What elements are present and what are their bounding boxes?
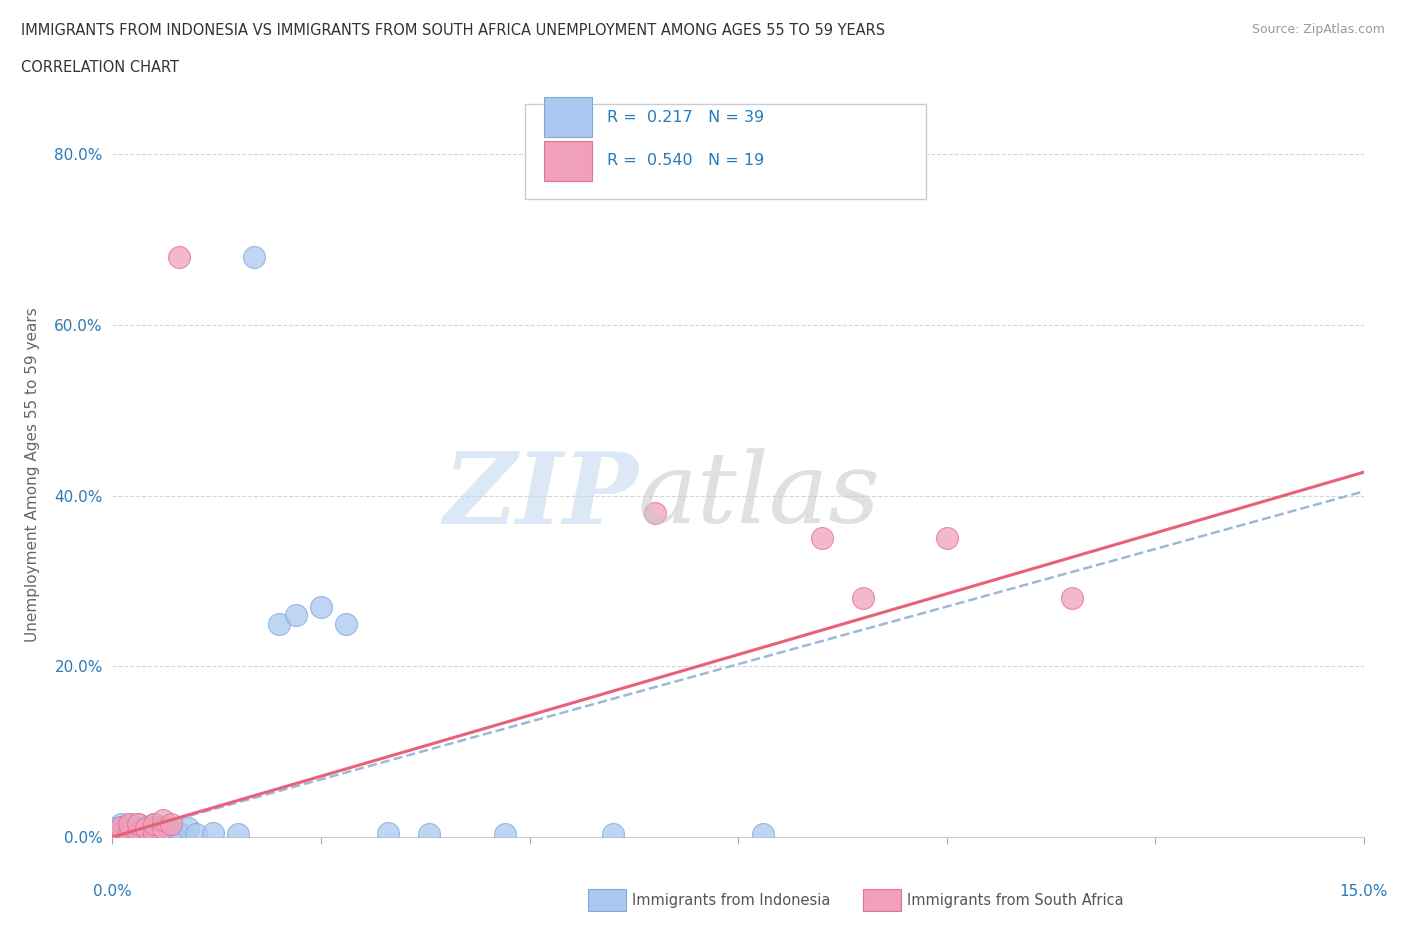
Text: R =  0.217   N = 39: R = 0.217 N = 39 bbox=[607, 110, 763, 125]
Point bbox=[309, 599, 332, 614]
Y-axis label: Unemployment Among Ages 55 to 59 years: Unemployment Among Ages 55 to 59 years bbox=[25, 307, 41, 642]
Point bbox=[167, 249, 190, 264]
FancyBboxPatch shape bbox=[526, 104, 927, 199]
Point bbox=[152, 819, 174, 834]
Point bbox=[101, 821, 124, 836]
Point bbox=[110, 825, 132, 840]
FancyBboxPatch shape bbox=[863, 889, 901, 911]
Text: CORRELATION CHART: CORRELATION CHART bbox=[21, 60, 179, 75]
Text: Immigrants from Indonesia: Immigrants from Indonesia bbox=[631, 893, 830, 908]
Text: 15.0%: 15.0% bbox=[1340, 884, 1388, 899]
Point bbox=[110, 823, 132, 838]
Point bbox=[167, 825, 190, 840]
Point bbox=[127, 827, 149, 842]
Point bbox=[152, 825, 174, 840]
Point bbox=[285, 607, 308, 622]
Point bbox=[152, 821, 174, 836]
Point bbox=[644, 505, 666, 520]
Point bbox=[160, 823, 183, 838]
Point bbox=[810, 531, 832, 546]
Point bbox=[118, 817, 141, 831]
Point bbox=[110, 817, 132, 831]
Point bbox=[176, 821, 198, 836]
Point bbox=[852, 591, 875, 605]
Point bbox=[110, 825, 132, 840]
Point bbox=[377, 825, 399, 840]
Point bbox=[110, 819, 132, 834]
Point bbox=[127, 817, 149, 831]
Text: Source: ZipAtlas.com: Source: ZipAtlas.com bbox=[1251, 23, 1385, 36]
Point bbox=[243, 249, 266, 264]
FancyBboxPatch shape bbox=[588, 889, 626, 911]
Point bbox=[335, 617, 357, 631]
Text: ZIP: ZIP bbox=[443, 448, 638, 544]
Point bbox=[135, 823, 157, 838]
FancyBboxPatch shape bbox=[544, 97, 592, 137]
Text: IMMIGRANTS FROM INDONESIA VS IMMIGRANTS FROM SOUTH AFRICA UNEMPLOYMENT AMONG AGE: IMMIGRANTS FROM INDONESIA VS IMMIGRANTS … bbox=[21, 23, 886, 38]
Point bbox=[127, 825, 149, 840]
Point bbox=[118, 825, 141, 840]
Text: atlas: atlas bbox=[638, 448, 880, 544]
Point bbox=[101, 825, 124, 840]
Point bbox=[135, 827, 157, 842]
Point bbox=[143, 817, 166, 831]
Point bbox=[127, 821, 149, 836]
Point bbox=[118, 821, 141, 836]
Point bbox=[226, 827, 249, 842]
Text: 0.0%: 0.0% bbox=[93, 884, 132, 899]
Point bbox=[752, 827, 775, 842]
Point bbox=[110, 819, 132, 834]
FancyBboxPatch shape bbox=[544, 140, 592, 180]
Point bbox=[494, 827, 516, 842]
Point bbox=[602, 827, 624, 842]
Point bbox=[418, 827, 440, 842]
Point bbox=[143, 817, 166, 831]
Point bbox=[127, 825, 149, 840]
Point bbox=[160, 817, 183, 831]
Point bbox=[101, 825, 124, 840]
Text: Immigrants from South Africa: Immigrants from South Africa bbox=[907, 893, 1123, 908]
Point bbox=[269, 617, 291, 631]
Point bbox=[184, 827, 207, 842]
Point bbox=[201, 825, 224, 840]
Point bbox=[935, 531, 957, 546]
Point bbox=[1060, 591, 1083, 605]
Point bbox=[135, 821, 157, 836]
Point bbox=[118, 825, 141, 840]
Text: R =  0.540   N = 19: R = 0.540 N = 19 bbox=[607, 153, 763, 168]
Point bbox=[135, 819, 157, 834]
Point bbox=[110, 827, 132, 842]
Point bbox=[118, 827, 141, 842]
Point bbox=[127, 817, 149, 831]
Point bbox=[143, 823, 166, 838]
Point bbox=[143, 825, 166, 840]
Point bbox=[143, 827, 166, 842]
Point bbox=[118, 817, 141, 831]
Point bbox=[152, 813, 174, 828]
